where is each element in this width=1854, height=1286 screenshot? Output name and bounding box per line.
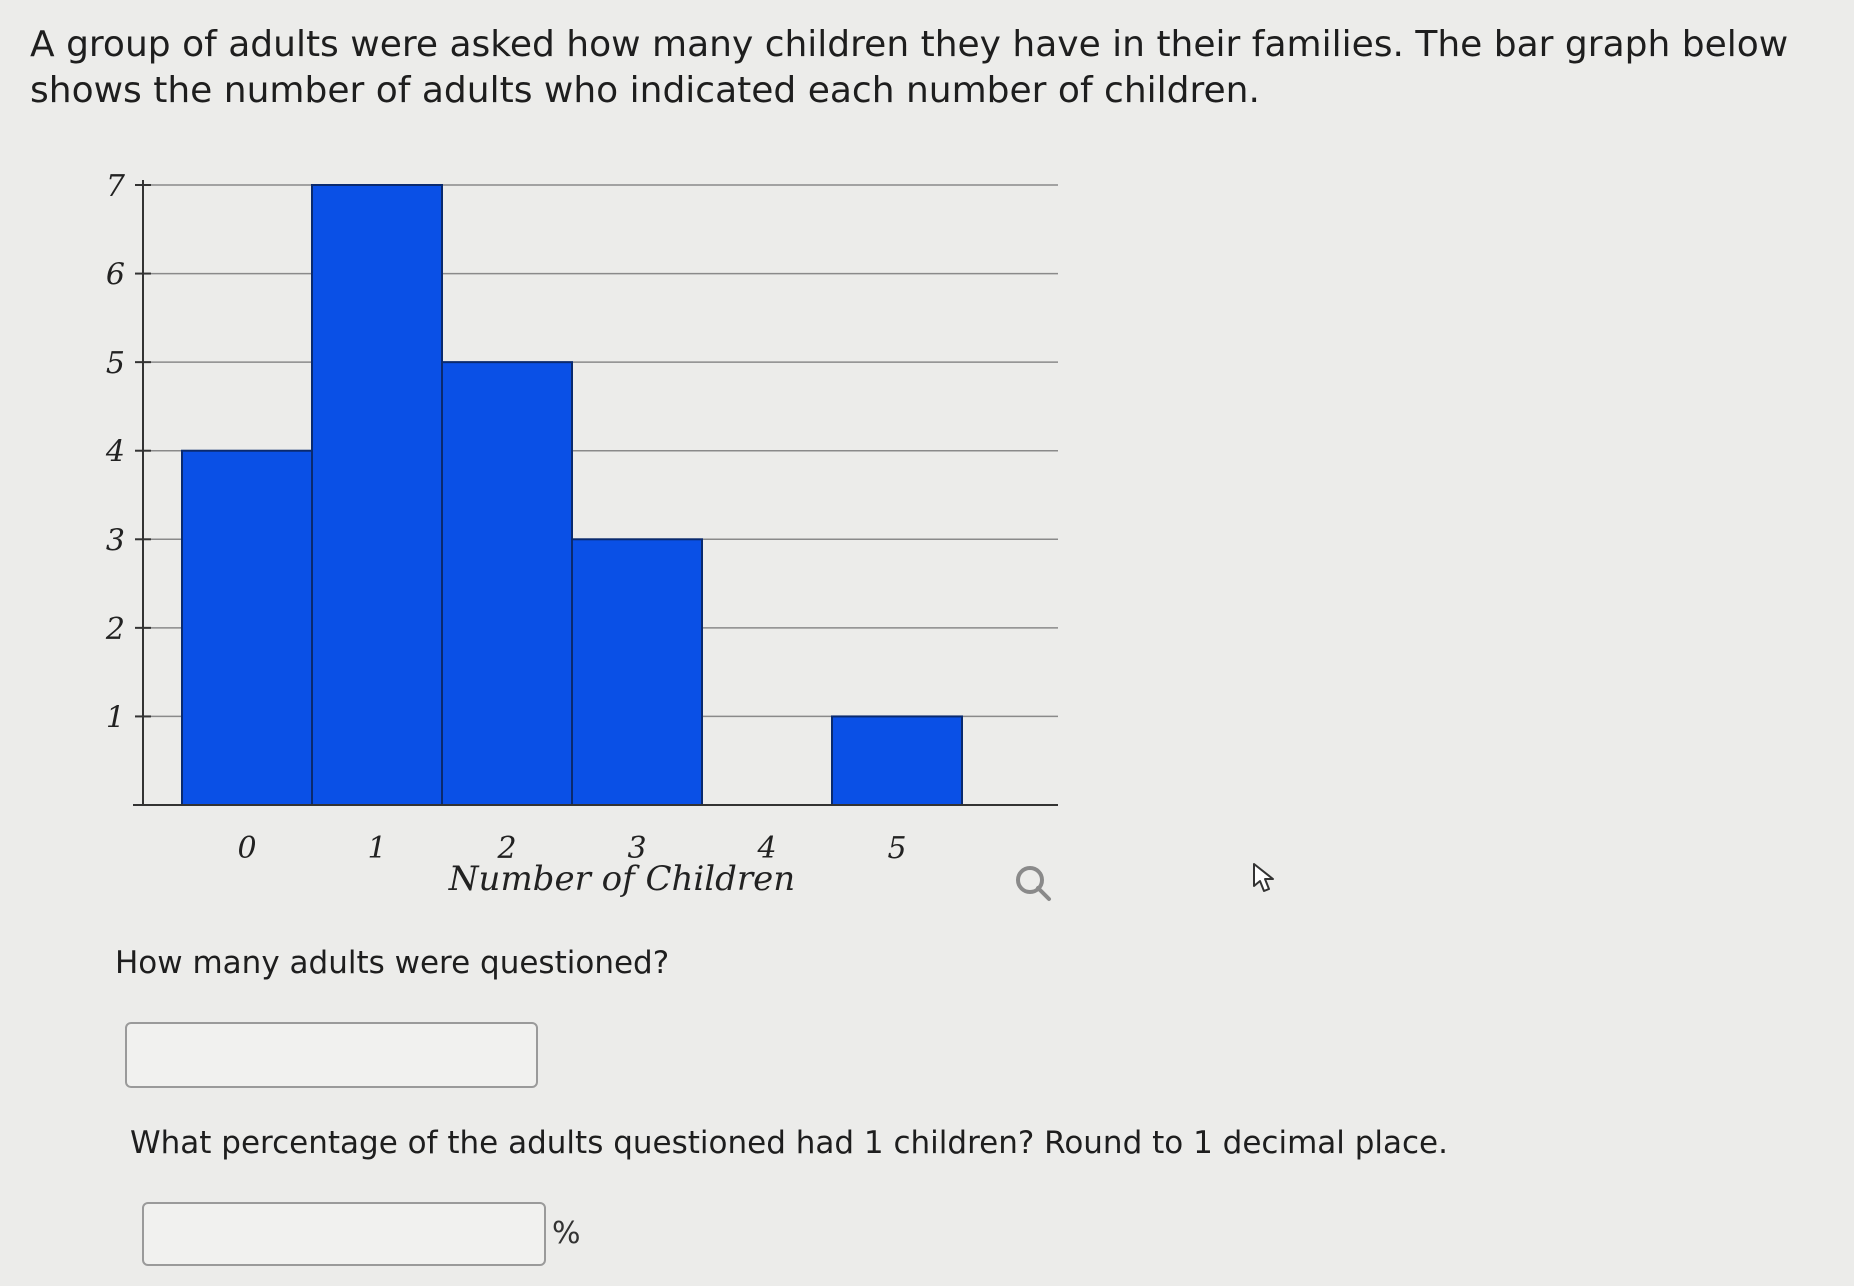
bar: [311, 184, 443, 806]
question-1-text: How many adults were questioned?: [115, 945, 670, 981]
x-ticks: 0 1 2 3 4 5: [237, 831, 906, 866]
bar: [831, 715, 963, 807]
x-tick-label: 1: [367, 831, 386, 866]
x-tick-label: 3: [627, 831, 646, 866]
y-ticks: 1 2 3 4 5 6 7: [105, 169, 151, 735]
percentage-input[interactable]: [142, 1202, 546, 1266]
hand-pointer-icon: [1253, 863, 1274, 892]
bars: [181, 184, 963, 807]
x-tick-label: 5: [887, 831, 906, 866]
bar: [181, 449, 313, 806]
percent-unit: %: [552, 1216, 581, 1251]
y-tick-label: 7: [106, 169, 126, 204]
bar: [571, 538, 703, 806]
y-tick-label: 5: [106, 346, 125, 381]
bar: [441, 361, 573, 806]
x-tick-label: 4: [756, 831, 776, 866]
x-tick-label: 0: [237, 831, 256, 866]
y-tick-label: 2: [105, 612, 125, 647]
y-tick-label: 4: [105, 435, 125, 470]
y-tick-label: 1: [106, 700, 125, 735]
question-2-text: What percentage of the adults questioned…: [130, 1125, 1448, 1161]
problem-statement: A group of adults were asked how many ch…: [30, 24, 1789, 111]
magnifier-icon[interactable]: [1012, 862, 1056, 906]
y-tick-label: 6: [106, 258, 125, 293]
y-tick-label: 3: [106, 523, 125, 558]
x-tick-label: 2: [496, 831, 516, 866]
x-axis-label: Number of Children: [448, 859, 795, 899]
adults-count-input[interactable]: [125, 1022, 538, 1088]
